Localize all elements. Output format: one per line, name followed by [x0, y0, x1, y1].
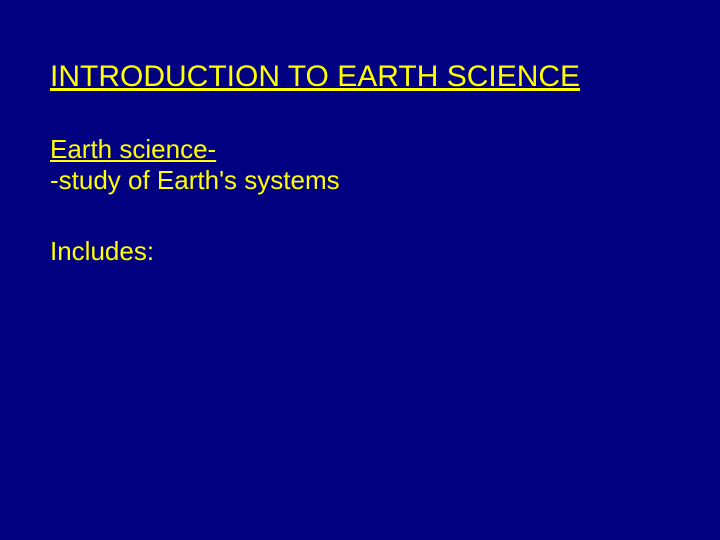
definition-text: -study of Earth's systems — [50, 165, 670, 196]
term-label: Earth science- — [50, 134, 670, 165]
presentation-slide: INTRODUCTION TO EARTH SCIENCE Earth scie… — [0, 0, 720, 327]
slide-title: INTRODUCTION TO EARTH SCIENCE — [50, 60, 670, 94]
includes-label: Includes: — [50, 236, 670, 267]
